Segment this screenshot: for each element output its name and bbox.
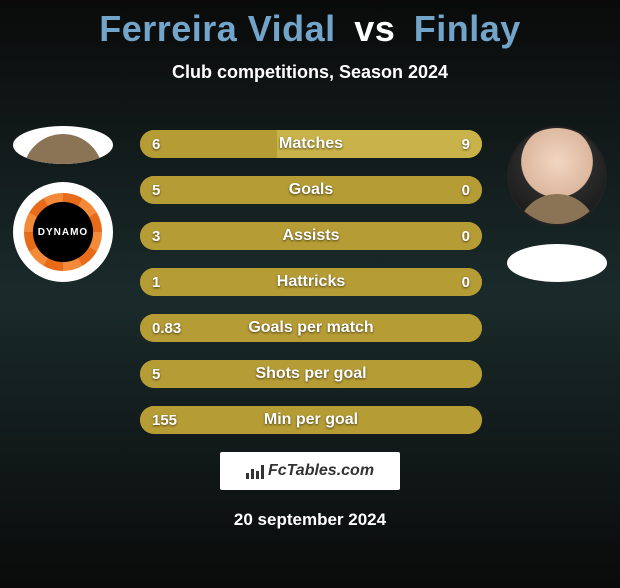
left-player-side (8, 126, 118, 282)
stat-row: 155 Min per goal (140, 406, 482, 434)
stat-bars-container: 6 9 Matches 5 0 Goals 3 0 Assists 1 0 Hattricks 0.83… (140, 130, 482, 434)
stat-label: Goals (289, 181, 333, 199)
stat-value-right: 0 (462, 182, 470, 199)
vs-label: vs (354, 8, 395, 49)
stat-row: 3 0 Assists (140, 222, 482, 250)
stat-row: 5 Shots per goal (140, 360, 482, 388)
player1-club-badge (13, 182, 113, 282)
player2-name: Finlay (414, 8, 521, 49)
stat-label: Min per goal (264, 411, 358, 429)
competition-subtitle: Club competitions, Season 2024 (0, 62, 620, 83)
stat-value-left: 0.83 (152, 320, 181, 337)
stat-row: 0.83 Goals per match (140, 314, 482, 342)
site-badge[interactable]: FcTables.com (220, 452, 400, 490)
stat-value-left: 5 (152, 182, 160, 199)
player2-avatar (507, 126, 607, 226)
stat-label: Goals per match (248, 319, 373, 337)
site-name: FcTables.com (268, 462, 374, 480)
stat-segment-left (140, 130, 277, 158)
stat-value-right: 0 (462, 228, 470, 245)
chart-icon (246, 463, 264, 479)
stat-value-left: 3 (152, 228, 160, 245)
comparison-title: Ferreira Vidal vs Finlay (0, 8, 620, 50)
stat-label: Assists (283, 227, 340, 245)
stat-value-right: 0 (462, 274, 470, 291)
stat-label: Hattricks (277, 273, 345, 291)
player2-club-badge (507, 244, 607, 282)
stat-label: Matches (279, 135, 343, 153)
player1-name: Ferreira Vidal (99, 8, 335, 49)
stat-value-left: 1 (152, 274, 160, 291)
stat-label: Shots per goal (255, 365, 366, 383)
stat-value-left: 6 (152, 136, 160, 153)
stat-value-left: 5 (152, 366, 160, 383)
stat-row: 1 0 Hattricks (140, 268, 482, 296)
stat-value-right: 9 (462, 136, 470, 153)
right-player-side (502, 126, 612, 282)
footer-date: 20 september 2024 (234, 510, 386, 530)
player1-avatar (13, 126, 113, 164)
stat-value-left: 155 (152, 412, 177, 429)
stat-row: 6 9 Matches (140, 130, 482, 158)
stat-row: 5 0 Goals (140, 176, 482, 204)
